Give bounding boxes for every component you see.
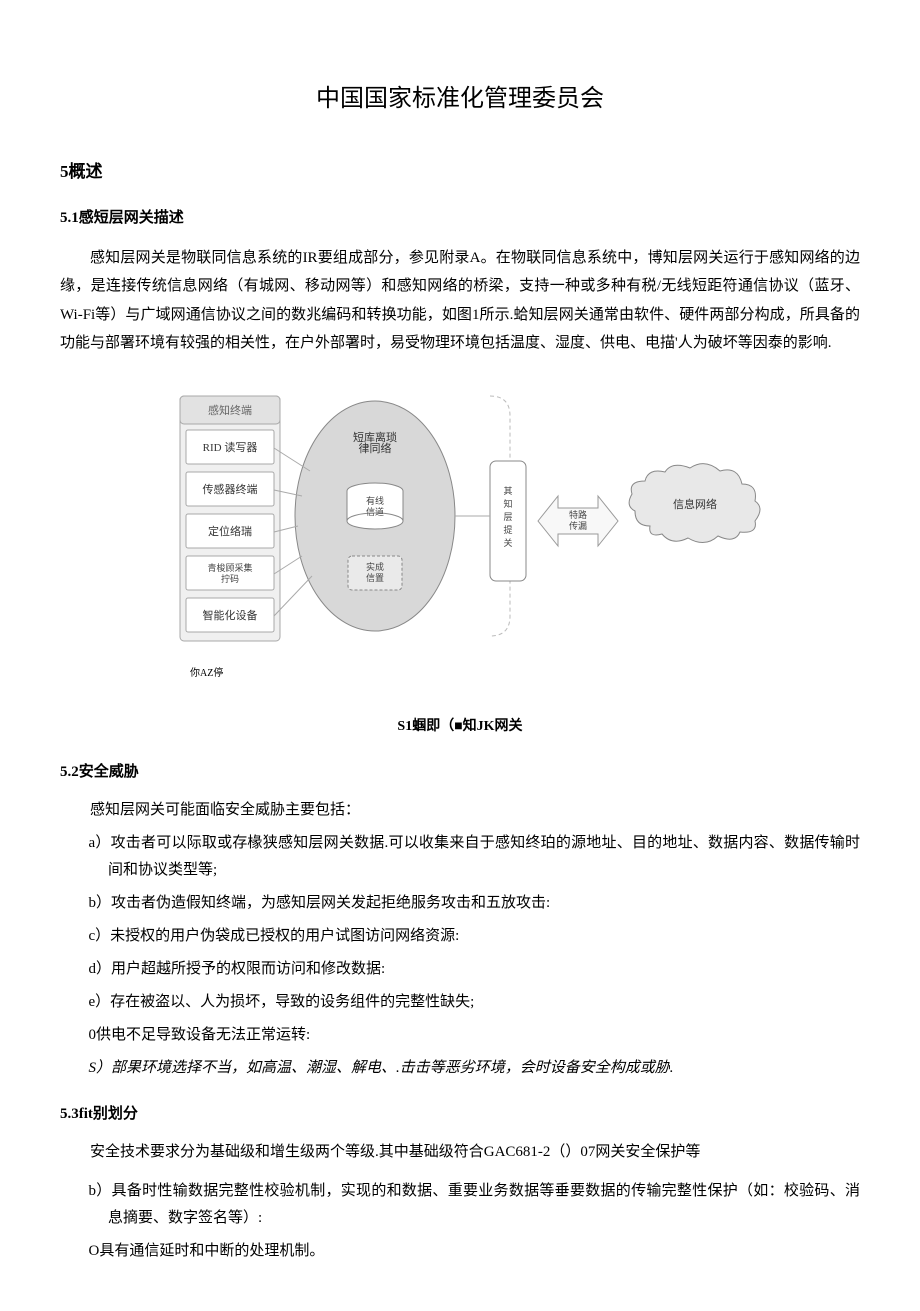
svg-text:RID 读写器: RID 读写器 <box>203 440 258 454</box>
figure-1-diagram: 感知终端 RID 读写器 传感器终端 定位络瑞 青梭顾采集拧码 智能化设备 短库… <box>60 376 860 682</box>
page-title: 中国国家标准化管理委员会 <box>60 80 860 118</box>
section-5-3-paragraph: 安全技术要求分为基础级和增生级两个等级.其中基础级符合GAC681-2（）07网… <box>60 1140 860 1164</box>
list-item: a）攻击者可以际取或存椽狭感知层网关数据.可以收集来自于感知终珀的源地址、目的地… <box>60 830 860 884</box>
section-5-3-heading: 5.3fit别划分 <box>60 1102 860 1126</box>
inner-net-label: 短库离琐律同络 <box>353 430 397 455</box>
list-item: b）具备时性输数据完整性校验机制，实现的和数据、重要业务数据等垂要数据的传输完整… <box>60 1178 860 1232</box>
dashed-box: 实成信置 <box>348 556 402 590</box>
diagram-footnote: 你AZ停 <box>190 666 860 682</box>
svg-text:传感器终端: 传感器终端 <box>203 482 258 496</box>
list-item: O具有通信延时和中断的处理机制。 <box>60 1238 860 1265</box>
section-5-1-paragraph: 感知层网关是物联同信息系统的IR要组成部分，参见附录A。在物联同信息系统中，博知… <box>60 244 860 358</box>
gateway-label: 其知层提关 <box>503 486 512 548</box>
section-5-2-intro: 感知层网关可能面临安全威胁主要包括： <box>60 798 860 822</box>
svg-text:定位络瑞: 定位络瑞 <box>208 524 252 538</box>
cylinder-icon: 有线信道 <box>347 483 403 529</box>
panel-header-text: 感知终端 <box>208 403 252 417</box>
list-item: c）未授权的用户伪袋成已授权的用户试图访问网络资源: <box>60 923 860 950</box>
section-5-heading: 5概述 <box>60 158 860 185</box>
section-5-2-heading: 5.2安全威胁 <box>60 760 860 784</box>
section-5-1-heading: 5.1感短层网关描述 <box>60 206 860 230</box>
list-item: S）部果环境选择不当，如高温、潮湿、解电、.击击等恶劣环境，会时设备安全构成或胁… <box>60 1055 860 1082</box>
list-item: b）攻击者伪造假知终端，为感知层网关发起拒绝服务攻击和五放攻击: <box>60 890 860 917</box>
cloud-icon: 信息网络 <box>629 463 760 542</box>
list-item: e）存在被盗以、人为损坏，导致的设务组件的完整性缺失; <box>60 989 860 1016</box>
panel-item-group: RID 读写器 传感器终端 定位络瑞 青梭顾采集拧码 智能化设备 <box>186 430 274 632</box>
svg-text:智能化设备: 智能化设备 <box>203 608 258 622</box>
figure-1-caption: S1蝈即（■知JK网关 <box>60 716 860 738</box>
list-item: 0供电不足导致设备无法正常运转: <box>60 1022 860 1049</box>
double-arrow-icon: 特路传漏 <box>538 496 618 546</box>
list-item: d）用户超越所授予的权限而访问和修改数据: <box>60 956 860 983</box>
svg-text:信息网络: 信息网络 <box>673 497 717 511</box>
